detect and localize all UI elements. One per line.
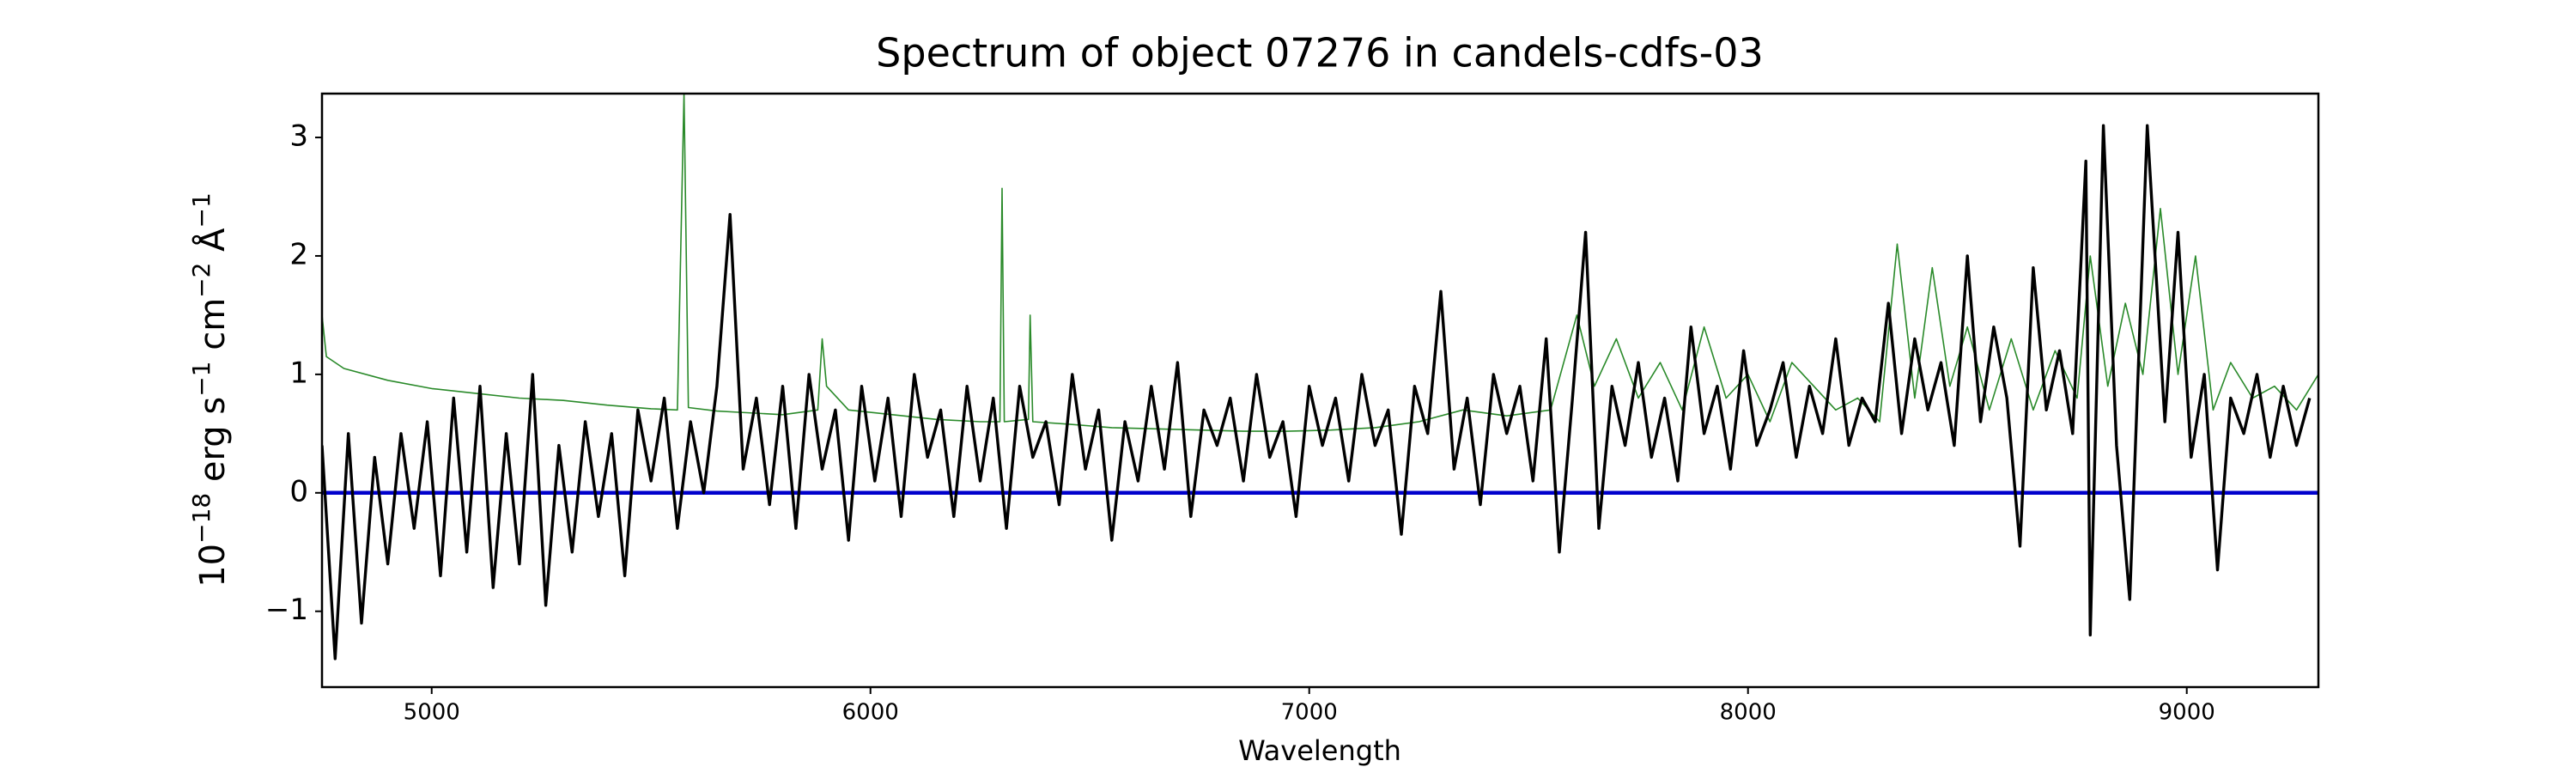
x-tick-label: 8000 bbox=[1720, 700, 1777, 726]
y-axis-label-part: 10 bbox=[193, 544, 233, 587]
x-axis-label: Wavelength bbox=[1238, 734, 1401, 767]
spectrum-line bbox=[322, 124, 2312, 660]
y-axis-label-part: −2 bbox=[187, 263, 216, 298]
y-tick-label: −1 bbox=[265, 593, 308, 627]
x-tick-label: 9000 bbox=[2159, 700, 2215, 726]
y-axis-label-part: erg s bbox=[193, 397, 233, 493]
plot-area bbox=[322, 94, 2318, 660]
x-tick-label: 6000 bbox=[842, 700, 899, 726]
plot-frame bbox=[320, 92, 2320, 689]
y-tick-label: 0 bbox=[289, 474, 308, 508]
y-axis-label-part: −18 bbox=[187, 493, 216, 544]
y-tick-label: 2 bbox=[289, 237, 308, 271]
y-axis-label: 10−18 erg s−1 cm−2 Å−1 bbox=[187, 192, 233, 587]
y-axis-label-part: Å bbox=[191, 228, 233, 263]
y-tick-label: 3 bbox=[289, 119, 308, 154]
y-axis-label-part: cm bbox=[193, 298, 233, 362]
y-axis-label-part: −1 bbox=[187, 192, 216, 228]
y-axis-label-part: −1 bbox=[187, 362, 216, 397]
y-tick-label: 1 bbox=[289, 356, 308, 390]
spectrum-line bbox=[322, 94, 2318, 432]
x-tick-label: 7000 bbox=[1281, 700, 1338, 726]
x-tick-label: 5000 bbox=[404, 700, 460, 726]
chart-title: Spectrum of object 07276 in candels-cdfs… bbox=[876, 30, 1764, 76]
